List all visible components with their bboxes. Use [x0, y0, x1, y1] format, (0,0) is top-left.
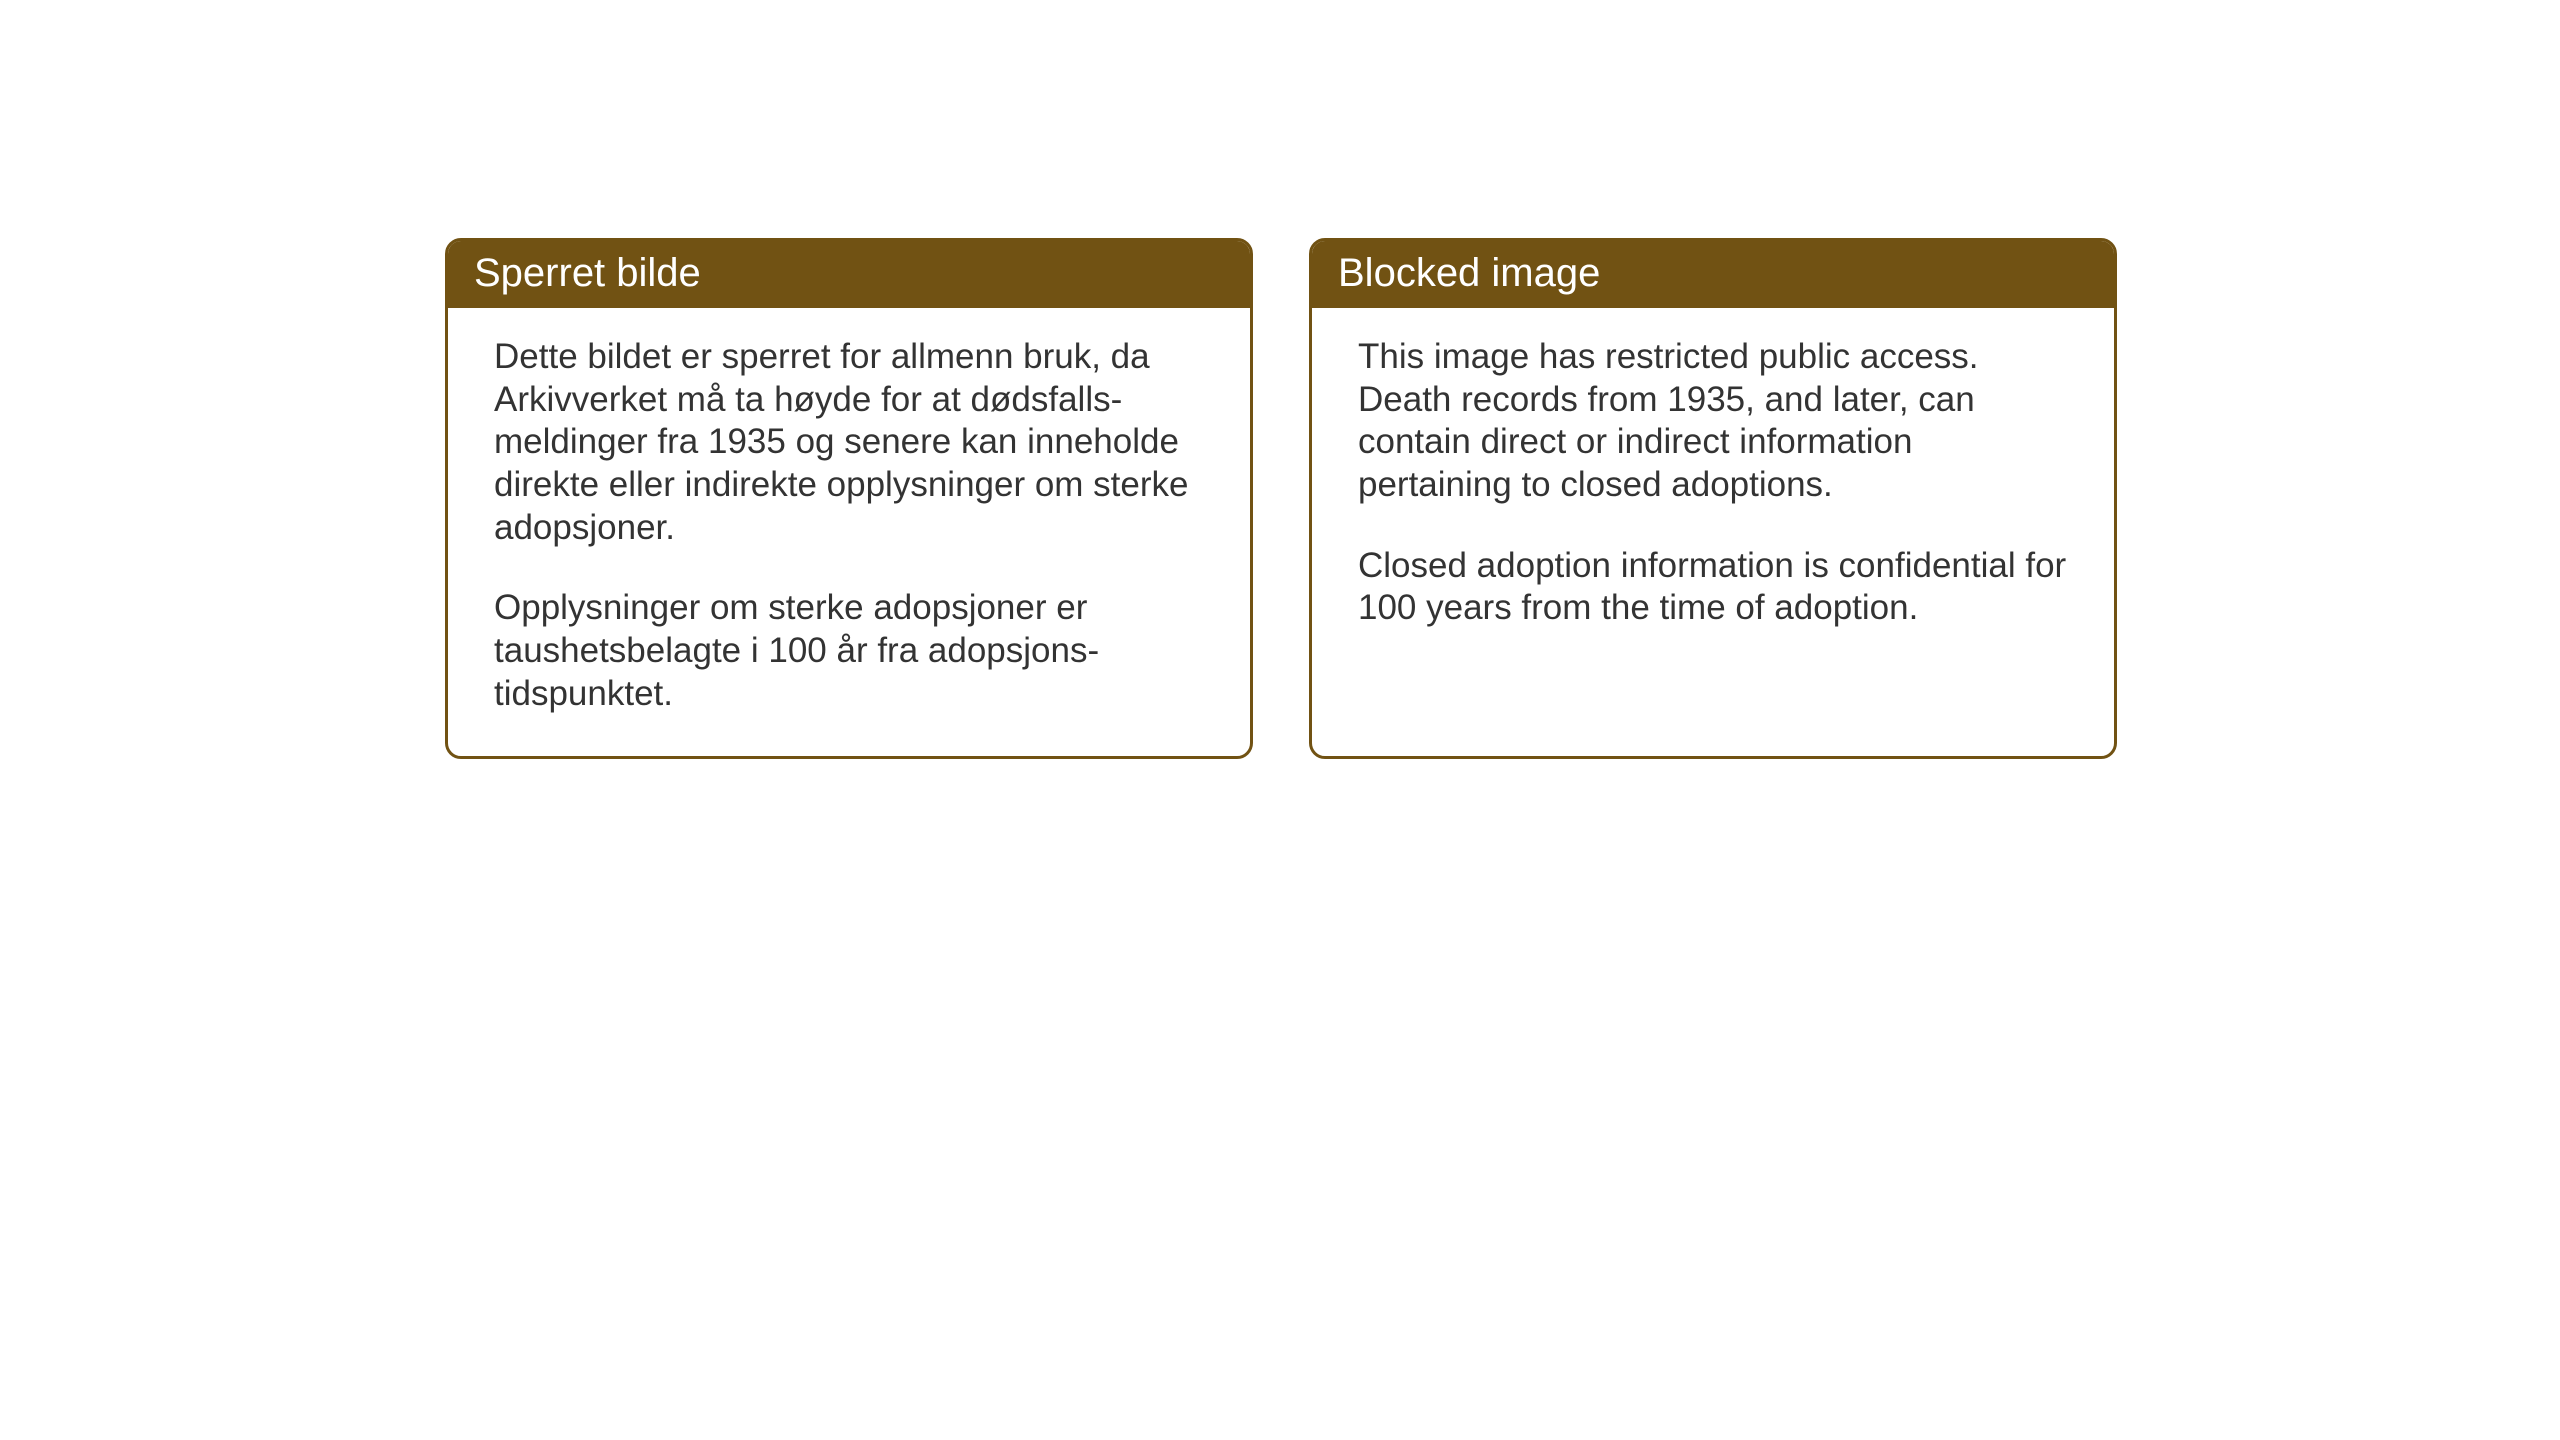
- card-paragraph-2: Closed adoption information is confident…: [1358, 545, 2068, 630]
- notice-cards-container: Sperret bilde Dette bildet er sperret fo…: [445, 238, 2117, 759]
- card-body-norwegian: Dette bildet er sperret for allmenn bruk…: [448, 308, 1250, 756]
- card-header-english: Blocked image: [1312, 241, 2114, 308]
- notice-card-english: Blocked image This image has restricted …: [1309, 238, 2117, 759]
- card-header-norwegian: Sperret bilde: [448, 241, 1250, 308]
- notice-card-norwegian: Sperret bilde Dette bildet er sperret fo…: [445, 238, 1253, 759]
- card-paragraph-1: Dette bildet er sperret for allmenn bruk…: [494, 336, 1204, 549]
- card-title: Blocked image: [1338, 251, 1600, 295]
- card-paragraph-2: Opplysninger om sterke adopsjoner er tau…: [494, 587, 1204, 715]
- card-paragraph-1: This image has restricted public access.…: [1358, 336, 2068, 507]
- card-body-english: This image has restricted public access.…: [1312, 308, 2114, 708]
- card-title: Sperret bilde: [474, 251, 701, 295]
